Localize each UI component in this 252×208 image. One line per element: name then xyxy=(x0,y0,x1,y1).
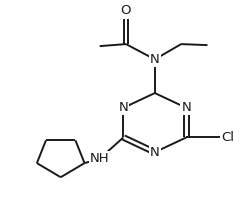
Text: N: N xyxy=(118,101,128,114)
Text: N: N xyxy=(150,146,160,159)
Text: NH: NH xyxy=(90,152,109,165)
Text: O: O xyxy=(121,4,131,17)
Text: N: N xyxy=(150,53,160,66)
Text: Cl: Cl xyxy=(221,131,234,144)
Text: N: N xyxy=(181,101,191,114)
